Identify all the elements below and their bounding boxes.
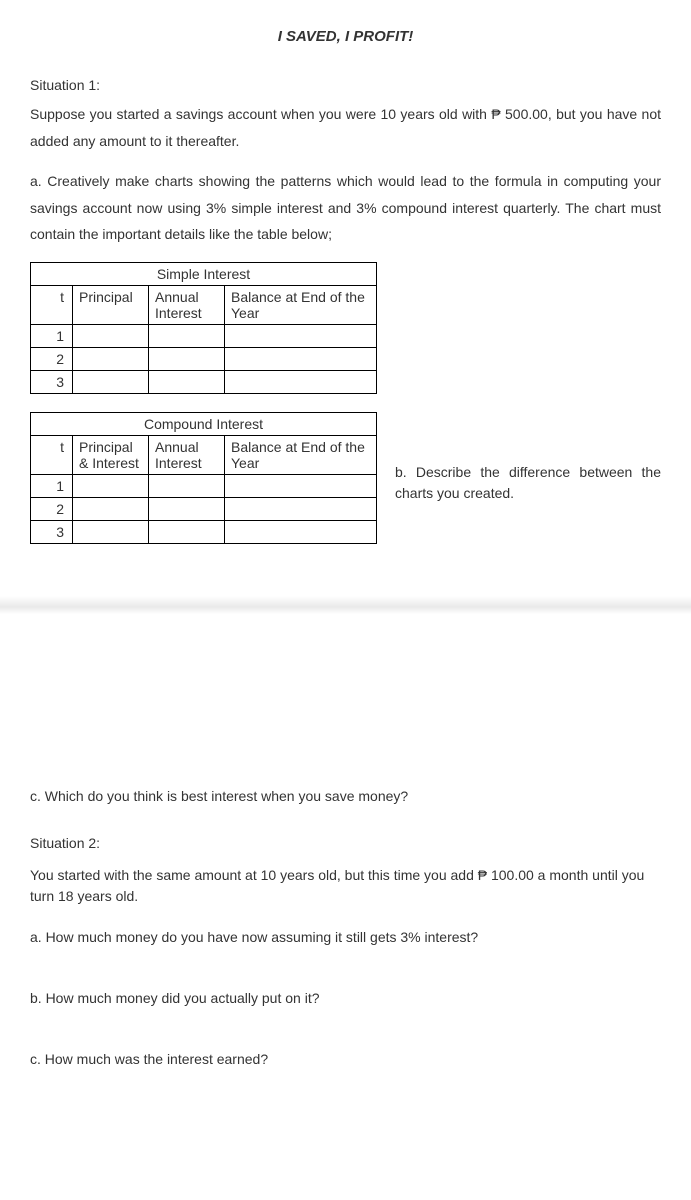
header-annual: Annual Interest <box>149 435 225 474</box>
situation-1-para: Suppose you started a savings account wh… <box>30 106 661 149</box>
situation-1-label: Situation 1: <box>30 77 661 93</box>
cell-empty <box>149 370 225 393</box>
situation-1-item-b: b. Describe the difference between the c… <box>377 406 661 504</box>
compound-row: Compound Interest t Principal & Interest… <box>30 406 661 556</box>
cell-empty <box>225 520 377 543</box>
worksheet-page-continued: c. Which do you think is best interest w… <box>0 786 691 1138</box>
situation-1-intro: Suppose you started a savings account wh… <box>30 101 661 154</box>
situation-2-item-b: b. How much money did you actually put o… <box>30 988 661 1009</box>
table-row: 2 <box>31 347 377 370</box>
cell-empty <box>149 347 225 370</box>
cell-empty <box>149 474 225 497</box>
compound-interest-title: Compound Interest <box>31 412 377 435</box>
table-row: 2 <box>31 497 377 520</box>
table-header-row: t Principal Annual Interest Balance at E… <box>31 285 377 324</box>
simple-interest-table-wrap: Simple Interest t Principal Annual Inter… <box>30 262 661 394</box>
cell-empty <box>225 474 377 497</box>
cell-t: 1 <box>31 324 73 347</box>
table-title-row: Compound Interest <box>31 412 377 435</box>
compound-interest-table: Compound Interest t Principal & Interest… <box>30 412 377 544</box>
worksheet-page: I SAVED, I PROFIT! Situation 1: Suppose … <box>0 0 691 596</box>
spacer <box>0 596 691 786</box>
situation-2-item-a: a. How much money do you have now assumi… <box>30 927 661 948</box>
cell-empty <box>73 324 149 347</box>
header-annual: Annual Interest <box>149 285 225 324</box>
table-row: 1 <box>31 474 377 497</box>
simple-interest-table: Simple Interest t Principal Annual Inter… <box>30 262 377 394</box>
cell-empty <box>225 324 377 347</box>
cell-t: 1 <box>31 474 73 497</box>
situation-2-para: You started with the same amount at 10 y… <box>30 865 661 907</box>
cell-empty <box>225 497 377 520</box>
table-row: 3 <box>31 370 377 393</box>
cell-t: 2 <box>31 497 73 520</box>
header-balance: Balance at End of the Year <box>225 285 377 324</box>
table-row: 1 <box>31 324 377 347</box>
table-header-row: t Principal & Interest Annual Interest B… <box>31 435 377 474</box>
cell-t: 3 <box>31 370 73 393</box>
header-principal: Principal & Interest <box>73 435 149 474</box>
page-divider <box>0 596 691 614</box>
cell-empty <box>73 474 149 497</box>
table-title-row: Simple Interest <box>31 262 377 285</box>
header-t: t <box>31 435 73 474</box>
cell-empty <box>73 497 149 520</box>
situation-1-item-a: a. Creatively make charts showing the pa… <box>30 168 661 248</box>
cell-t: 3 <box>31 520 73 543</box>
cell-empty <box>225 347 377 370</box>
situation-1-item-c: c. Which do you think is best interest w… <box>30 786 661 807</box>
cell-empty <box>149 520 225 543</box>
compound-interest-table-wrap: Compound Interest t Principal & Interest… <box>30 412 377 544</box>
header-principal: Principal <box>73 285 149 324</box>
header-t: t <box>31 285 73 324</box>
cell-empty <box>73 520 149 543</box>
table-row: 3 <box>31 520 377 543</box>
cell-empty <box>225 370 377 393</box>
header-balance: Balance at End of the Year <box>225 435 377 474</box>
situation-2-label: Situation 2: <box>30 835 661 851</box>
simple-interest-title: Simple Interest <box>31 262 377 285</box>
cell-empty <box>149 324 225 347</box>
cell-t: 2 <box>31 347 73 370</box>
page-title: I SAVED, I PROFIT! <box>30 28 661 45</box>
cell-empty <box>73 347 149 370</box>
cell-empty <box>149 497 225 520</box>
cell-empty <box>73 370 149 393</box>
situation-2-item-c: c. How much was the interest earned? <box>30 1049 661 1070</box>
